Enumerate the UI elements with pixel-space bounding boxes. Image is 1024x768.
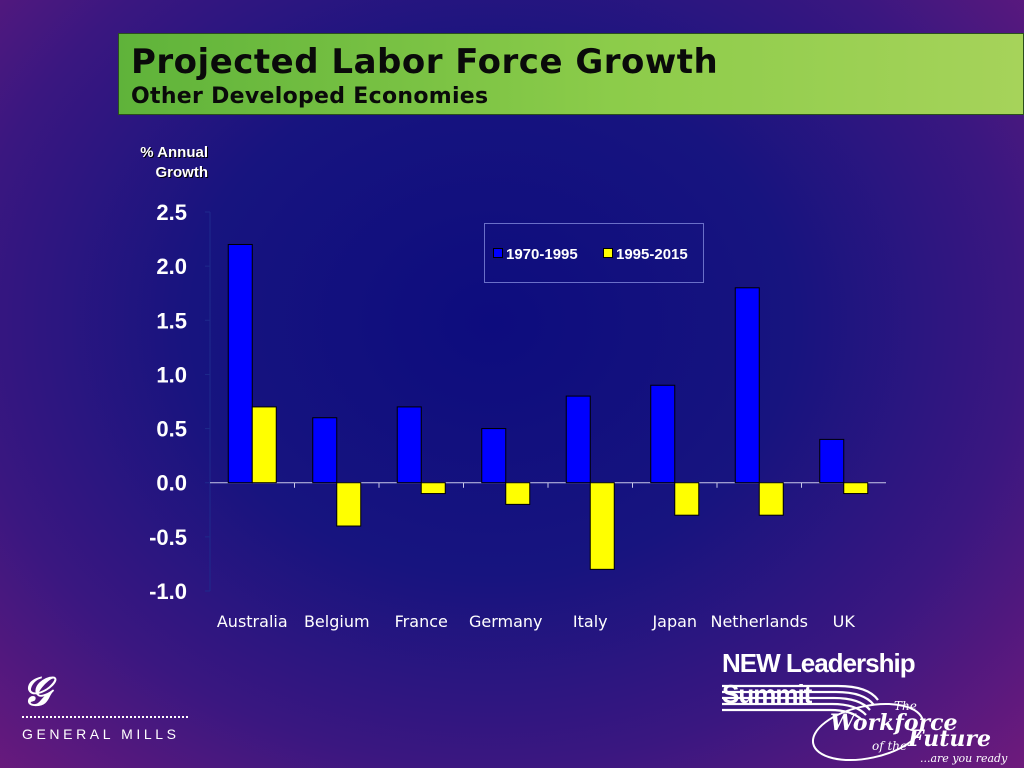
- y-tick-label: -1.0: [149, 579, 187, 604]
- y-tick-label: -0.5: [149, 525, 187, 550]
- page-title: Projected Labor Force Growth: [131, 42, 719, 82]
- tagline-the: The: [894, 699, 917, 713]
- y-axis-label: % Annual Growth: [110, 143, 208, 183]
- workforce-swoosh-icon: The Workforce of the Future ...are you r…: [722, 684, 1008, 765]
- title-banner: Projected Labor Force Growth Other Devel…: [118, 33, 1024, 115]
- tagline-workforce: Workforce: [830, 710, 958, 736]
- legend: 1970-1995 1995-2015: [484, 223, 704, 283]
- leadership-summit-logo: NEW Leadership Summit The Workforce of t…: [718, 646, 1008, 766]
- y-tick-label: 1.0: [156, 362, 187, 387]
- bar-2: [589, 482, 615, 570]
- bar-2: [251, 406, 277, 484]
- x-tick-label: Belgium: [304, 612, 370, 631]
- y-tick-label: 0.5: [156, 417, 187, 442]
- general-mills-wordmark: GENERAL MILLS: [22, 726, 180, 742]
- x-tick-label: France: [395, 612, 448, 631]
- y-axis-label-line-2: Growth: [155, 164, 209, 181]
- bar-1: [481, 428, 507, 484]
- logo-dotted-divider: [22, 716, 188, 718]
- bar-1: [396, 406, 422, 484]
- y-tick-label: 1.5: [156, 308, 187, 333]
- legend-label-series-2: 1995-2015: [616, 246, 688, 263]
- bar-1: [650, 384, 676, 484]
- bar-1: [565, 395, 591, 484]
- general-mills-logo: 𝒢 GENERAL MILLS: [22, 672, 202, 752]
- bar-2: [336, 482, 362, 527]
- bar-2: [758, 482, 784, 516]
- x-tick-label: Netherlands: [710, 612, 808, 631]
- x-tick-label: Italy: [573, 612, 608, 631]
- bar-1: [734, 287, 760, 484]
- legend-swatch-series-1: [493, 248, 503, 258]
- bar-1: [227, 243, 253, 484]
- x-tick-label: Australia: [217, 612, 288, 631]
- x-tick-label: UK: [833, 612, 856, 631]
- bar-1: [819, 438, 845, 484]
- legend-swatch-series-2: [603, 248, 613, 258]
- bar-2: [674, 482, 700, 516]
- general-mills-g-icon: 𝒢: [22, 668, 51, 715]
- legend-item-series-1: 1970-1995: [493, 246, 578, 263]
- x-tick-label: Japan: [651, 612, 697, 631]
- legend-label-series-1: 1970-1995: [506, 246, 578, 263]
- tagline-future: Future: [907, 726, 991, 752]
- y-tick-label: 0.0: [156, 471, 187, 496]
- bar-2: [420, 482, 446, 495]
- y-axis-label-line-1: % Annual: [140, 144, 208, 161]
- bar-2: [505, 482, 531, 505]
- y-tick-label: 2.0: [156, 254, 187, 279]
- page-subtitle: Other Developed Economies: [131, 84, 489, 109]
- bar-2: [843, 482, 869, 495]
- y-tick-label: 2.5: [156, 200, 187, 225]
- tagline-ready: ...are you ready?: [920, 752, 1008, 765]
- tagline-of-the: of the: [872, 739, 907, 753]
- x-tick-label: Germany: [469, 612, 543, 631]
- bar-1: [312, 417, 338, 484]
- legend-item-series-2: 1995-2015: [603, 246, 688, 263]
